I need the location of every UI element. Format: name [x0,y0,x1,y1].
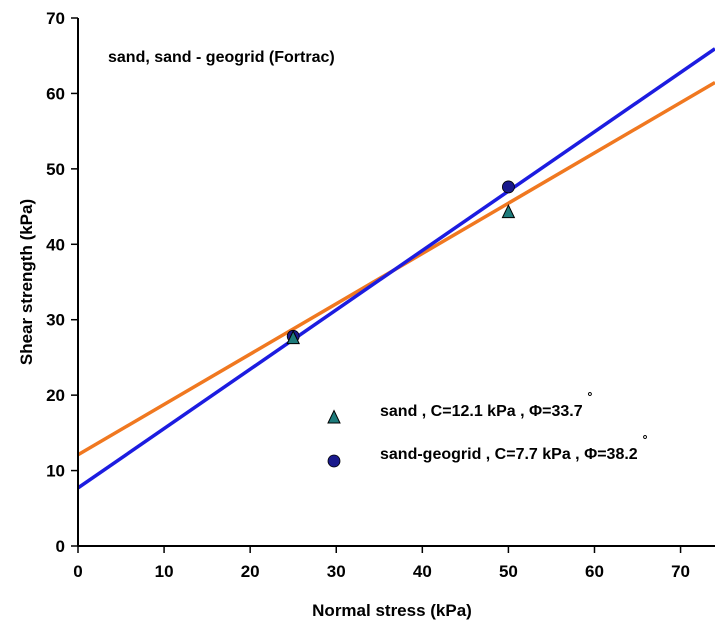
chart-legend: sand , C=12.1 kPa , Φ=33.7 ˚ sand-geogrid … [327,392,648,468]
legend-marker-sand-geogrid [327,454,341,468]
x-tick-label-10: 10 [155,562,174,581]
y-tick-label-60: 60 [46,84,65,103]
x-tick-label-0: 0 [73,562,82,581]
x-tick-label-40: 40 [413,562,432,581]
legend-degree-sand-geogrid: ˚ [643,435,648,452]
sand-point-2 [501,204,516,219]
x-axis-title: Normal stress (kPa) [312,601,472,620]
y-tick-label-40: 40 [46,235,65,254]
legend-label-sand: sand , C=12.1 kPa , Φ=33.7 [380,403,583,420]
x-tick-label-30: 30 [327,562,346,581]
y-tick-label-50: 50 [46,160,65,179]
legend-label-sand-geogrid: sand-geogrid , C=7.7 kPa , Φ=38.2 [380,446,638,463]
sand-geogrid-point-2 [502,180,515,194]
x-tick-label-60: 60 [585,562,604,581]
x-tick-label-20: 20 [241,562,260,581]
y-tick-label-20: 20 [46,386,65,405]
fit-line-sand-geogrid [78,47,715,490]
legend-marker-sand [327,409,341,424]
x-tick-label-70: 70 [671,562,690,581]
y-tick-label-70: 70 [46,9,65,28]
sand-point-1 [286,329,300,345]
y-tick-label-10: 10 [46,462,65,481]
legend-degree-sand: ˚ [588,392,593,409]
chart-annotation: sand, sand - geogrid (Fortrac) [108,49,335,66]
y-tick-label-0: 0 [56,537,65,556]
x-tick-label-50: 50 [499,562,518,581]
y-tick-label-30: 30 [46,311,65,330]
y-axis-title: Shear strength (kPa) [17,199,36,365]
